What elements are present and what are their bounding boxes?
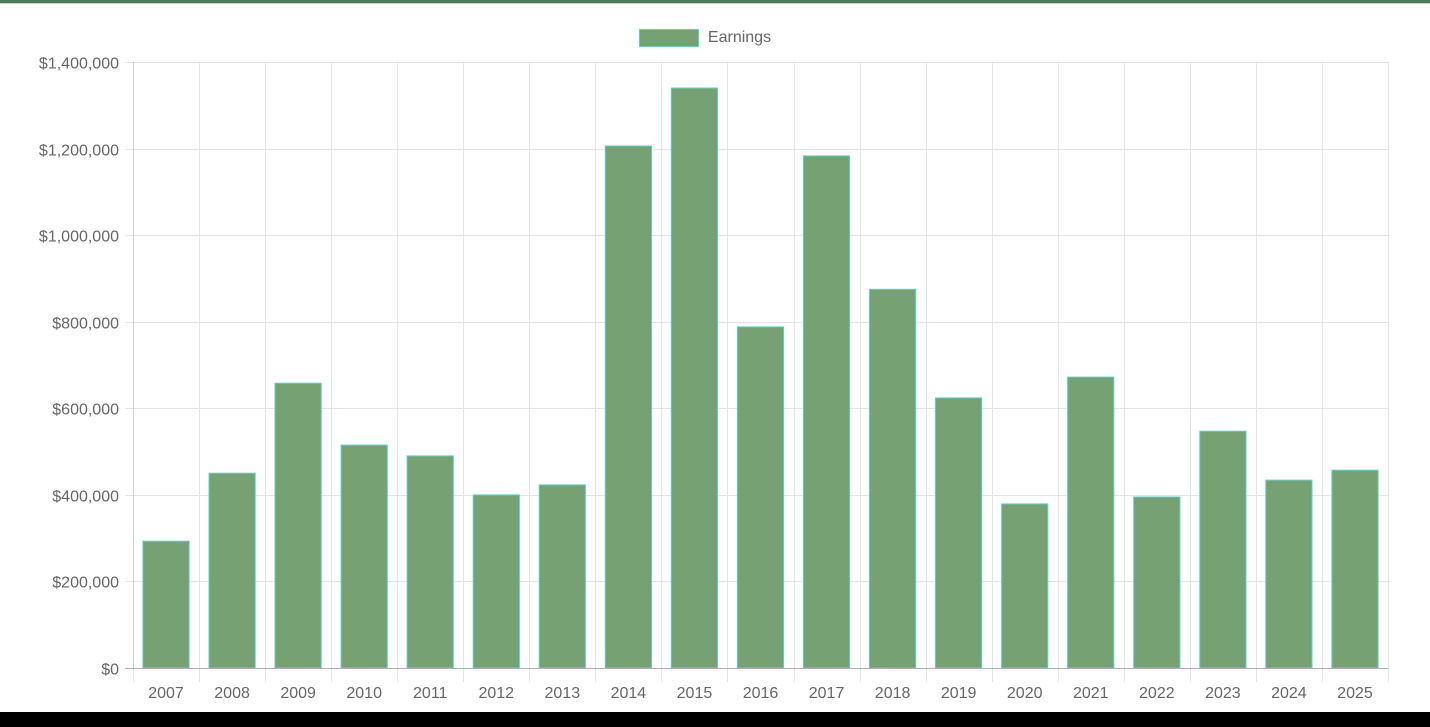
bar-2012[interactable] [472, 494, 520, 669]
bar-2014[interactable] [604, 145, 652, 669]
y-tick-label: $1,400,000 [39, 56, 119, 73]
y-tick-label: $0 [101, 662, 119, 679]
y-tick-label: $800,000 [52, 316, 119, 333]
x-axis-ticks: 2007 2008 2009 2010 2011 2012 2013 2014 2015 2016… [148, 685, 1373, 702]
x-tick-label: 2025 [1337, 685, 1373, 702]
x-tick-label: 2019 [941, 685, 977, 702]
bar-2023[interactable] [1199, 430, 1247, 669]
chart-legend: Earnings [0, 27, 1430, 49]
bar-2010[interactable] [340, 444, 388, 669]
bar-2015[interactable] [670, 87, 718, 669]
bar-2008[interactable] [208, 472, 256, 669]
chart-bars [142, 87, 1379, 669]
x-tick-label: 2018 [875, 685, 911, 702]
x-tick-label: 2011 [413, 685, 448, 702]
bar-2018[interactable] [869, 288, 917, 669]
y-tick-label: $200,000 [52, 575, 119, 592]
x-tick-label: 2015 [677, 685, 713, 702]
bottom-bar [0, 712, 1430, 727]
y-tick-label: $400,000 [52, 489, 119, 506]
window-top-border [0, 0, 1430, 4]
x-tick-label: 2021 [1073, 685, 1109, 702]
x-tick-label: 2012 [478, 685, 514, 702]
bar-2022[interactable] [1133, 496, 1181, 669]
bar-2016[interactable] [736, 326, 785, 669]
legend-label: Earnings [707, 29, 772, 46]
bar-2025[interactable] [1331, 469, 1379, 669]
bar-2019[interactable] [935, 397, 983, 669]
legend-item-earnings[interactable]: Earnings [638, 29, 772, 47]
bar-2021[interactable] [1067, 376, 1115, 669]
x-tick-label: 2009 [280, 685, 316, 702]
x-tick-label: 2016 [743, 685, 779, 702]
bar-2007[interactable] [142, 540, 190, 669]
legend-swatch [638, 29, 699, 47]
y-tick-label: $1,200,000 [39, 143, 119, 160]
x-tick-label: 2008 [214, 685, 250, 702]
y-tick-label: $1,000,000 [39, 229, 119, 246]
bar-2009[interactable] [274, 382, 322, 669]
bar-2020[interactable] [1001, 503, 1049, 669]
bar-2013[interactable] [538, 484, 586, 669]
bar-2024[interactable] [1265, 479, 1313, 669]
chart-axes [125, 62, 1388, 669]
y-tick-label: $600,000 [52, 402, 119, 419]
x-tick-label: 2007 [148, 685, 184, 702]
bar-2011[interactable] [406, 455, 454, 669]
x-tick-label: 2020 [1007, 685, 1043, 702]
x-tick-label: 2017 [809, 685, 845, 702]
x-tick-label: 2023 [1205, 685, 1241, 702]
x-tick-label: 2024 [1271, 685, 1307, 702]
x-tick-label: 2013 [545, 685, 581, 702]
y-axis-ticks: $0 $200,000 $400,000 $600,000 $800,000 $1,000… [39, 56, 119, 679]
x-tick-label: 2010 [346, 685, 382, 702]
bar-2017[interactable] [802, 155, 851, 669]
x-tick-label: 2022 [1139, 685, 1175, 702]
x-tick-label: 2014 [611, 685, 647, 702]
